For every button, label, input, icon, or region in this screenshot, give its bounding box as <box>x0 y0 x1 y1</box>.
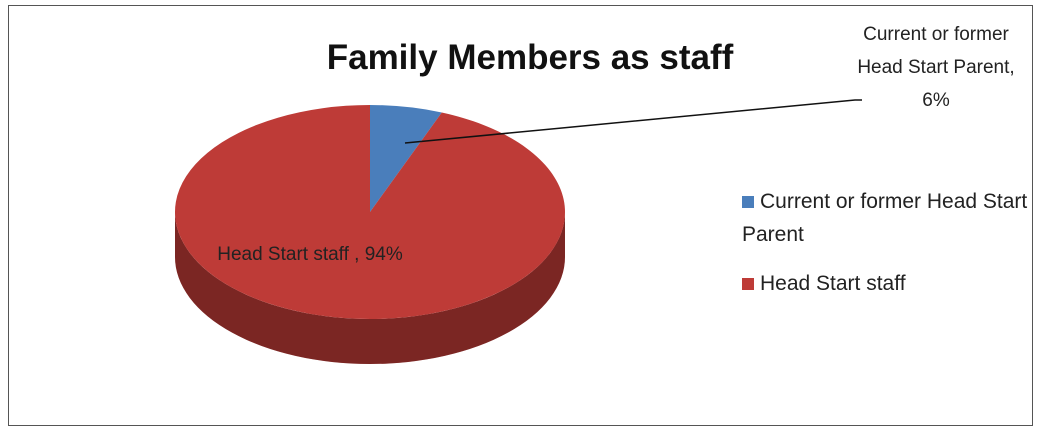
legend-swatch <box>742 196 754 208</box>
legend-item: Head Start staff <box>742 267 1032 300</box>
data-label: Current or former Head Start Parent, 6% <box>857 24 1015 111</box>
slice-side <box>175 212 565 364</box>
chart-title: Family Members as staff <box>326 38 734 77</box>
slice <box>370 105 442 212</box>
legend-item: Current or former Head Start Parent <box>742 185 1032 251</box>
legend-label: Head Start staff <box>760 272 906 295</box>
chart-frame <box>8 5 1033 426</box>
data-label: Head Start staff , 94% <box>217 244 403 265</box>
legend-swatch <box>742 278 754 290</box>
leader-line <box>404 99 862 144</box>
side-shade <box>175 212 565 364</box>
slice <box>175 105 566 320</box>
legend-label: Current or former Head Start Parent <box>742 190 1028 246</box>
